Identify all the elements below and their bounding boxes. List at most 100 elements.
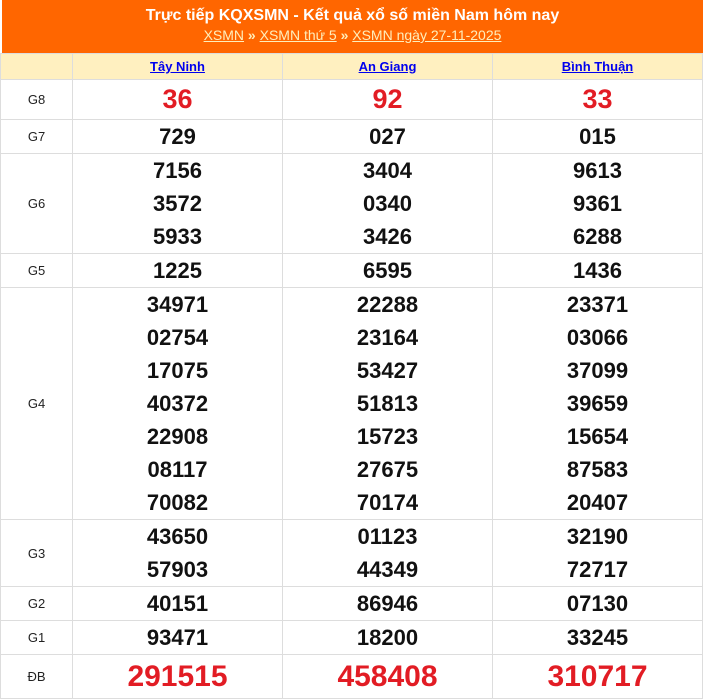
prize-cell: 92 (282, 79, 493, 120)
prize-cell: 34971 02754 17075 40372 22908 08117 70082 (72, 287, 283, 520)
prize-cell: 18200 (282, 620, 493, 655)
prize-cell: 33 (492, 79, 703, 120)
prize-number: 1225 (153, 258, 202, 283)
prize-number: 70082 (146, 490, 209, 515)
prize-row-g3: G3 43650 57903 01123 44349 32190 72717 (0, 519, 703, 587)
prize-number: 729 (159, 124, 196, 149)
prize-number: 1436 (573, 258, 622, 283)
prize-number: 458408 (337, 660, 438, 693)
prize-cell: 93471 (72, 620, 283, 655)
prize-label: G2 (0, 586, 73, 621)
breadcrumb-xsmn-date[interactable]: XSMN ngày 27-11-2025 (352, 27, 502, 43)
prize-cell: 32190 72717 (492, 519, 703, 587)
prize-number: 5933 (153, 224, 202, 249)
prize-label: G8 (0, 79, 73, 120)
prize-cell: 01123 44349 (282, 519, 493, 587)
prize-number: 291515 (127, 660, 228, 693)
prize-row-g8: G8 36 92 33 (0, 79, 703, 120)
prize-cell: 7156 3572 5933 (72, 153, 283, 254)
prize-cell: 310717 (492, 654, 703, 699)
breadcrumb-xsmn-thu5[interactable]: XSMN thứ 5 (259, 27, 337, 43)
prize-number: 6595 (363, 258, 412, 283)
prize-label: ĐB (0, 654, 73, 699)
prize-number: 86946 (356, 591, 419, 616)
breadcrumb-separator: » (247, 27, 256, 43)
breadcrumb-xsmn[interactable]: XSMN (203, 27, 245, 43)
prize-label: G3 (0, 519, 73, 587)
prize-number: 03066 (566, 325, 629, 350)
prize-cell: 40151 (72, 586, 283, 621)
prize-number: 7156 (153, 158, 202, 183)
prize-number: 3404 (363, 158, 412, 183)
prize-cell: 23371 03066 37099 39659 15654 87583 20407 (492, 287, 703, 520)
results-table: Tây Ninh An Giang Bình Thuận G8 36 92 33 G7 7… (0, 53, 703, 699)
prize-number: 310717 (547, 660, 648, 693)
prize-number: 07130 (566, 591, 629, 616)
prize-number: 22908 (146, 424, 209, 449)
prize-number: 3572 (153, 191, 202, 216)
prize-cell: 07130 (492, 586, 703, 621)
corner-cell (0, 53, 73, 80)
prize-number: 15654 (566, 424, 629, 449)
prize-row-đb: ĐB 291515 458408 310717 (0, 654, 703, 699)
prize-label: G7 (0, 119, 73, 154)
prize-cell: 43650 57903 (72, 519, 283, 587)
prize-number: 44349 (356, 557, 419, 582)
prize-cell: 1436 (492, 253, 703, 288)
prize-number: 33 (582, 84, 613, 114)
prize-number: 08117 (147, 457, 208, 482)
prize-number: 22288 (356, 292, 419, 317)
prize-number: 93471 (146, 625, 209, 650)
prize-number: 027 (369, 124, 406, 149)
prize-number: 87583 (566, 457, 629, 482)
prize-number: 01123 (357, 524, 418, 549)
prize-number: 34971 (146, 292, 209, 317)
prize-cell: 3404 0340 3426 (282, 153, 493, 254)
prize-cell: 9613 9361 6288 (492, 153, 703, 254)
prize-number: 3426 (363, 224, 412, 249)
results-header: Trực tiếp KQXSMN - Kết quả xổ số miền Na… (2, 0, 703, 53)
prize-number: 36 (162, 84, 193, 114)
prize-label: G6 (0, 153, 73, 254)
prize-cell: 291515 (72, 654, 283, 699)
prize-number: 92 (372, 84, 403, 114)
prize-number: 20407 (566, 490, 629, 515)
prize-number: 15723 (356, 424, 419, 449)
prize-number: 17075 (146, 358, 209, 383)
province-header: An Giang (282, 53, 493, 80)
prize-cell: 027 (282, 119, 493, 154)
prize-number: 23164 (356, 325, 419, 350)
prize-row-g7: G7 729 027 015 (0, 119, 703, 154)
prize-cell: 1225 (72, 253, 283, 288)
prize-cell: 22288 23164 53427 51813 15723 27675 70174 (282, 287, 493, 520)
prize-number: 40372 (146, 391, 209, 416)
prize-cell: 33245 (492, 620, 703, 655)
prize-label: G5 (0, 253, 73, 288)
prize-number: 37099 (566, 358, 629, 383)
prize-number: 015 (579, 124, 616, 149)
prize-number: 32190 (566, 524, 629, 549)
breadcrumb: XSMN » XSMN thứ 5 » XSMN ngày 27-11-2025 (2, 26, 703, 45)
prize-number: 53427 (356, 358, 419, 383)
prize-label: G1 (0, 620, 73, 655)
prize-number: 9613 (573, 158, 622, 183)
prize-row-g2: G2 40151 86946 07130 (0, 586, 703, 621)
prize-number: 18200 (356, 625, 419, 650)
prize-number: 40151 (146, 591, 209, 616)
prize-cell: 6595 (282, 253, 493, 288)
prize-number: 70174 (356, 490, 419, 515)
prize-number: 39659 (566, 391, 629, 416)
province-link-binh-thuan[interactable]: Bình Thuận (561, 59, 634, 74)
province-link-tay-ninh[interactable]: Tây Ninh (150, 59, 205, 74)
breadcrumb-separator: » (340, 27, 349, 43)
province-header: Bình Thuận (492, 53, 703, 80)
prize-number: 6288 (573, 224, 622, 249)
prize-number: 27675 (356, 457, 419, 482)
province-link-an-giang[interactable]: An Giang (358, 59, 417, 74)
prize-cell: 86946 (282, 586, 493, 621)
prize-number: 0340 (363, 191, 412, 216)
prize-row-g6: G6 7156 3572 5933 3404 0340 3426 9613 9361 6288 (0, 153, 703, 254)
prize-cell: 015 (492, 119, 703, 154)
province-header: Tây Ninh (72, 53, 283, 80)
prize-number: 23371 (566, 292, 629, 317)
